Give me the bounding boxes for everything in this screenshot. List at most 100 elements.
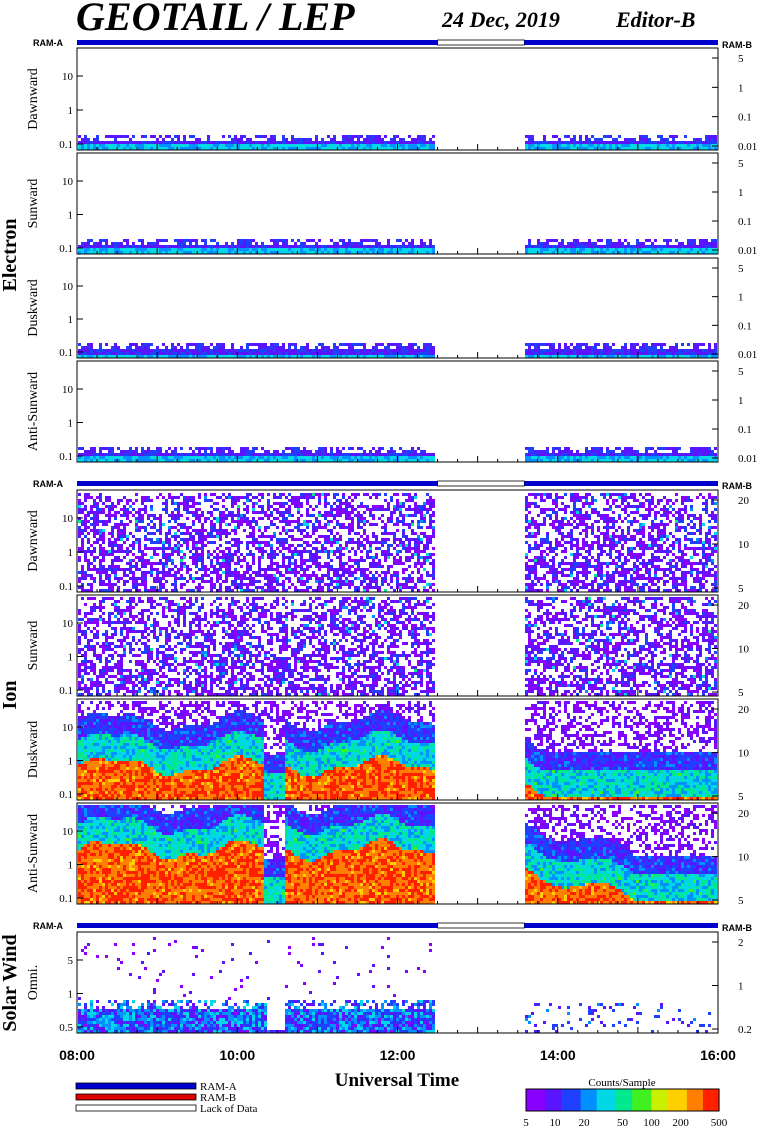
heatmap-cell — [174, 538, 177, 541]
heatmap-cell — [264, 355, 267, 358]
heatmap-cell — [345, 352, 348, 355]
heatmap-cell — [333, 242, 336, 245]
heatmap-cell — [261, 447, 264, 450]
heatmap-cell — [543, 248, 546, 251]
heatmap-cell — [132, 456, 135, 459]
heatmap-cell — [303, 547, 306, 550]
heatmap-cell — [675, 135, 678, 138]
heatmap-cell — [198, 459, 201, 462]
heatmap-cell — [642, 144, 645, 147]
heatmap-cell — [150, 456, 153, 459]
heatmap-cell — [153, 577, 156, 580]
heatmap-cell — [306, 568, 309, 571]
heatmap-cell — [255, 147, 258, 150]
heatmap-cell — [348, 586, 351, 589]
heatmap-cell — [216, 580, 219, 583]
heatmap-cell — [642, 352, 645, 355]
heatmap-cell — [279, 251, 282, 254]
heatmap-cell — [198, 559, 201, 562]
heatmap-cell — [285, 538, 288, 541]
heatmap-cell — [327, 352, 330, 355]
heatmap-cell — [297, 520, 300, 523]
heatmap-cell — [273, 459, 276, 462]
heatmap-cell — [111, 245, 114, 248]
heatmap-cell — [630, 459, 633, 462]
heatmap-cell — [285, 144, 288, 147]
heatmap-cell — [225, 547, 228, 550]
heatmap-cell — [327, 586, 330, 589]
heatmap-cell — [639, 459, 642, 462]
heatmap-cell — [528, 355, 531, 358]
heatmap-cell — [339, 538, 342, 541]
heatmap-cell — [312, 559, 315, 562]
heatmap-cell — [540, 459, 543, 462]
heatmap-cell — [219, 586, 222, 589]
heatmap-cell — [294, 352, 297, 355]
heatmap-cell — [288, 523, 291, 526]
heatmap-cell — [633, 349, 636, 352]
heatmap-cell — [366, 248, 369, 251]
heatmap-cell — [384, 251, 387, 254]
heatmap-cell — [699, 459, 702, 462]
heatmap-cell — [306, 580, 309, 583]
heatmap-cell — [222, 352, 225, 355]
heatmap-cell — [573, 144, 576, 147]
heatmap-cell — [222, 505, 225, 508]
y-tick-label: 10 — [62, 384, 74, 396]
heatmap-cell — [357, 565, 360, 568]
heatmap-cell — [603, 144, 606, 147]
heatmap-cell — [180, 141, 183, 144]
heatmap-cell — [252, 532, 255, 535]
heatmap-cell — [357, 559, 360, 562]
heatmap-cell — [321, 245, 324, 248]
heatmap-cell — [351, 147, 354, 150]
heatmap-cell — [288, 245, 291, 248]
heatmap-cell — [78, 447, 81, 450]
heatmap-cell — [237, 456, 240, 459]
heatmap-cell — [237, 538, 240, 541]
heatmap-cell — [147, 346, 150, 349]
heatmap-cell — [192, 135, 195, 138]
heatmap-cell — [417, 144, 420, 147]
heatmap-cell — [267, 459, 270, 462]
heatmap-cell — [333, 502, 336, 505]
heatmap-cell — [570, 343, 573, 346]
heatmap-cell — [180, 352, 183, 355]
heatmap-cell — [108, 550, 111, 553]
heatmap-cell — [357, 147, 360, 150]
heatmap-cell — [354, 343, 357, 346]
heatmap-cell — [201, 553, 204, 556]
heatmap-cell — [240, 459, 243, 462]
heatmap-cell — [105, 568, 108, 571]
heatmap-cell — [594, 248, 597, 251]
heatmap-cell — [96, 511, 99, 514]
heatmap-cell — [189, 499, 192, 502]
heatmap-cell — [690, 144, 693, 147]
heatmap-cell — [288, 355, 291, 358]
heatmap-cell — [189, 568, 192, 571]
heatmap-cell — [258, 248, 261, 251]
heatmap-cell — [339, 586, 342, 589]
heatmap-cell — [696, 248, 699, 251]
heatmap-cell — [297, 459, 300, 462]
heatmap-cell — [261, 355, 264, 358]
spectrogram-panels: 1010.1510.10.01Dawnward1010.1510.10.01Su… — [26, 47, 757, 1036]
heatmap-cell — [597, 349, 600, 352]
heatmap-cell — [213, 517, 216, 520]
heatmap-cell — [624, 450, 627, 453]
heatmap-cell — [276, 346, 279, 349]
heatmap-cell — [147, 248, 150, 251]
heatmap-cell — [279, 239, 282, 242]
heatmap-cell — [687, 144, 690, 147]
heatmap-cell — [165, 556, 168, 559]
heatmap-cell — [429, 352, 432, 355]
heatmap-cell — [525, 144, 528, 147]
heatmap-cell — [567, 147, 570, 150]
heatmap-cell — [198, 547, 201, 550]
heatmap-cell — [96, 514, 99, 517]
heatmap-cell — [117, 589, 120, 592]
heatmap-cell — [78, 577, 81, 580]
heatmap-cell — [555, 453, 558, 456]
heatmap-cell — [198, 352, 201, 355]
heatmap-cell — [153, 242, 156, 245]
